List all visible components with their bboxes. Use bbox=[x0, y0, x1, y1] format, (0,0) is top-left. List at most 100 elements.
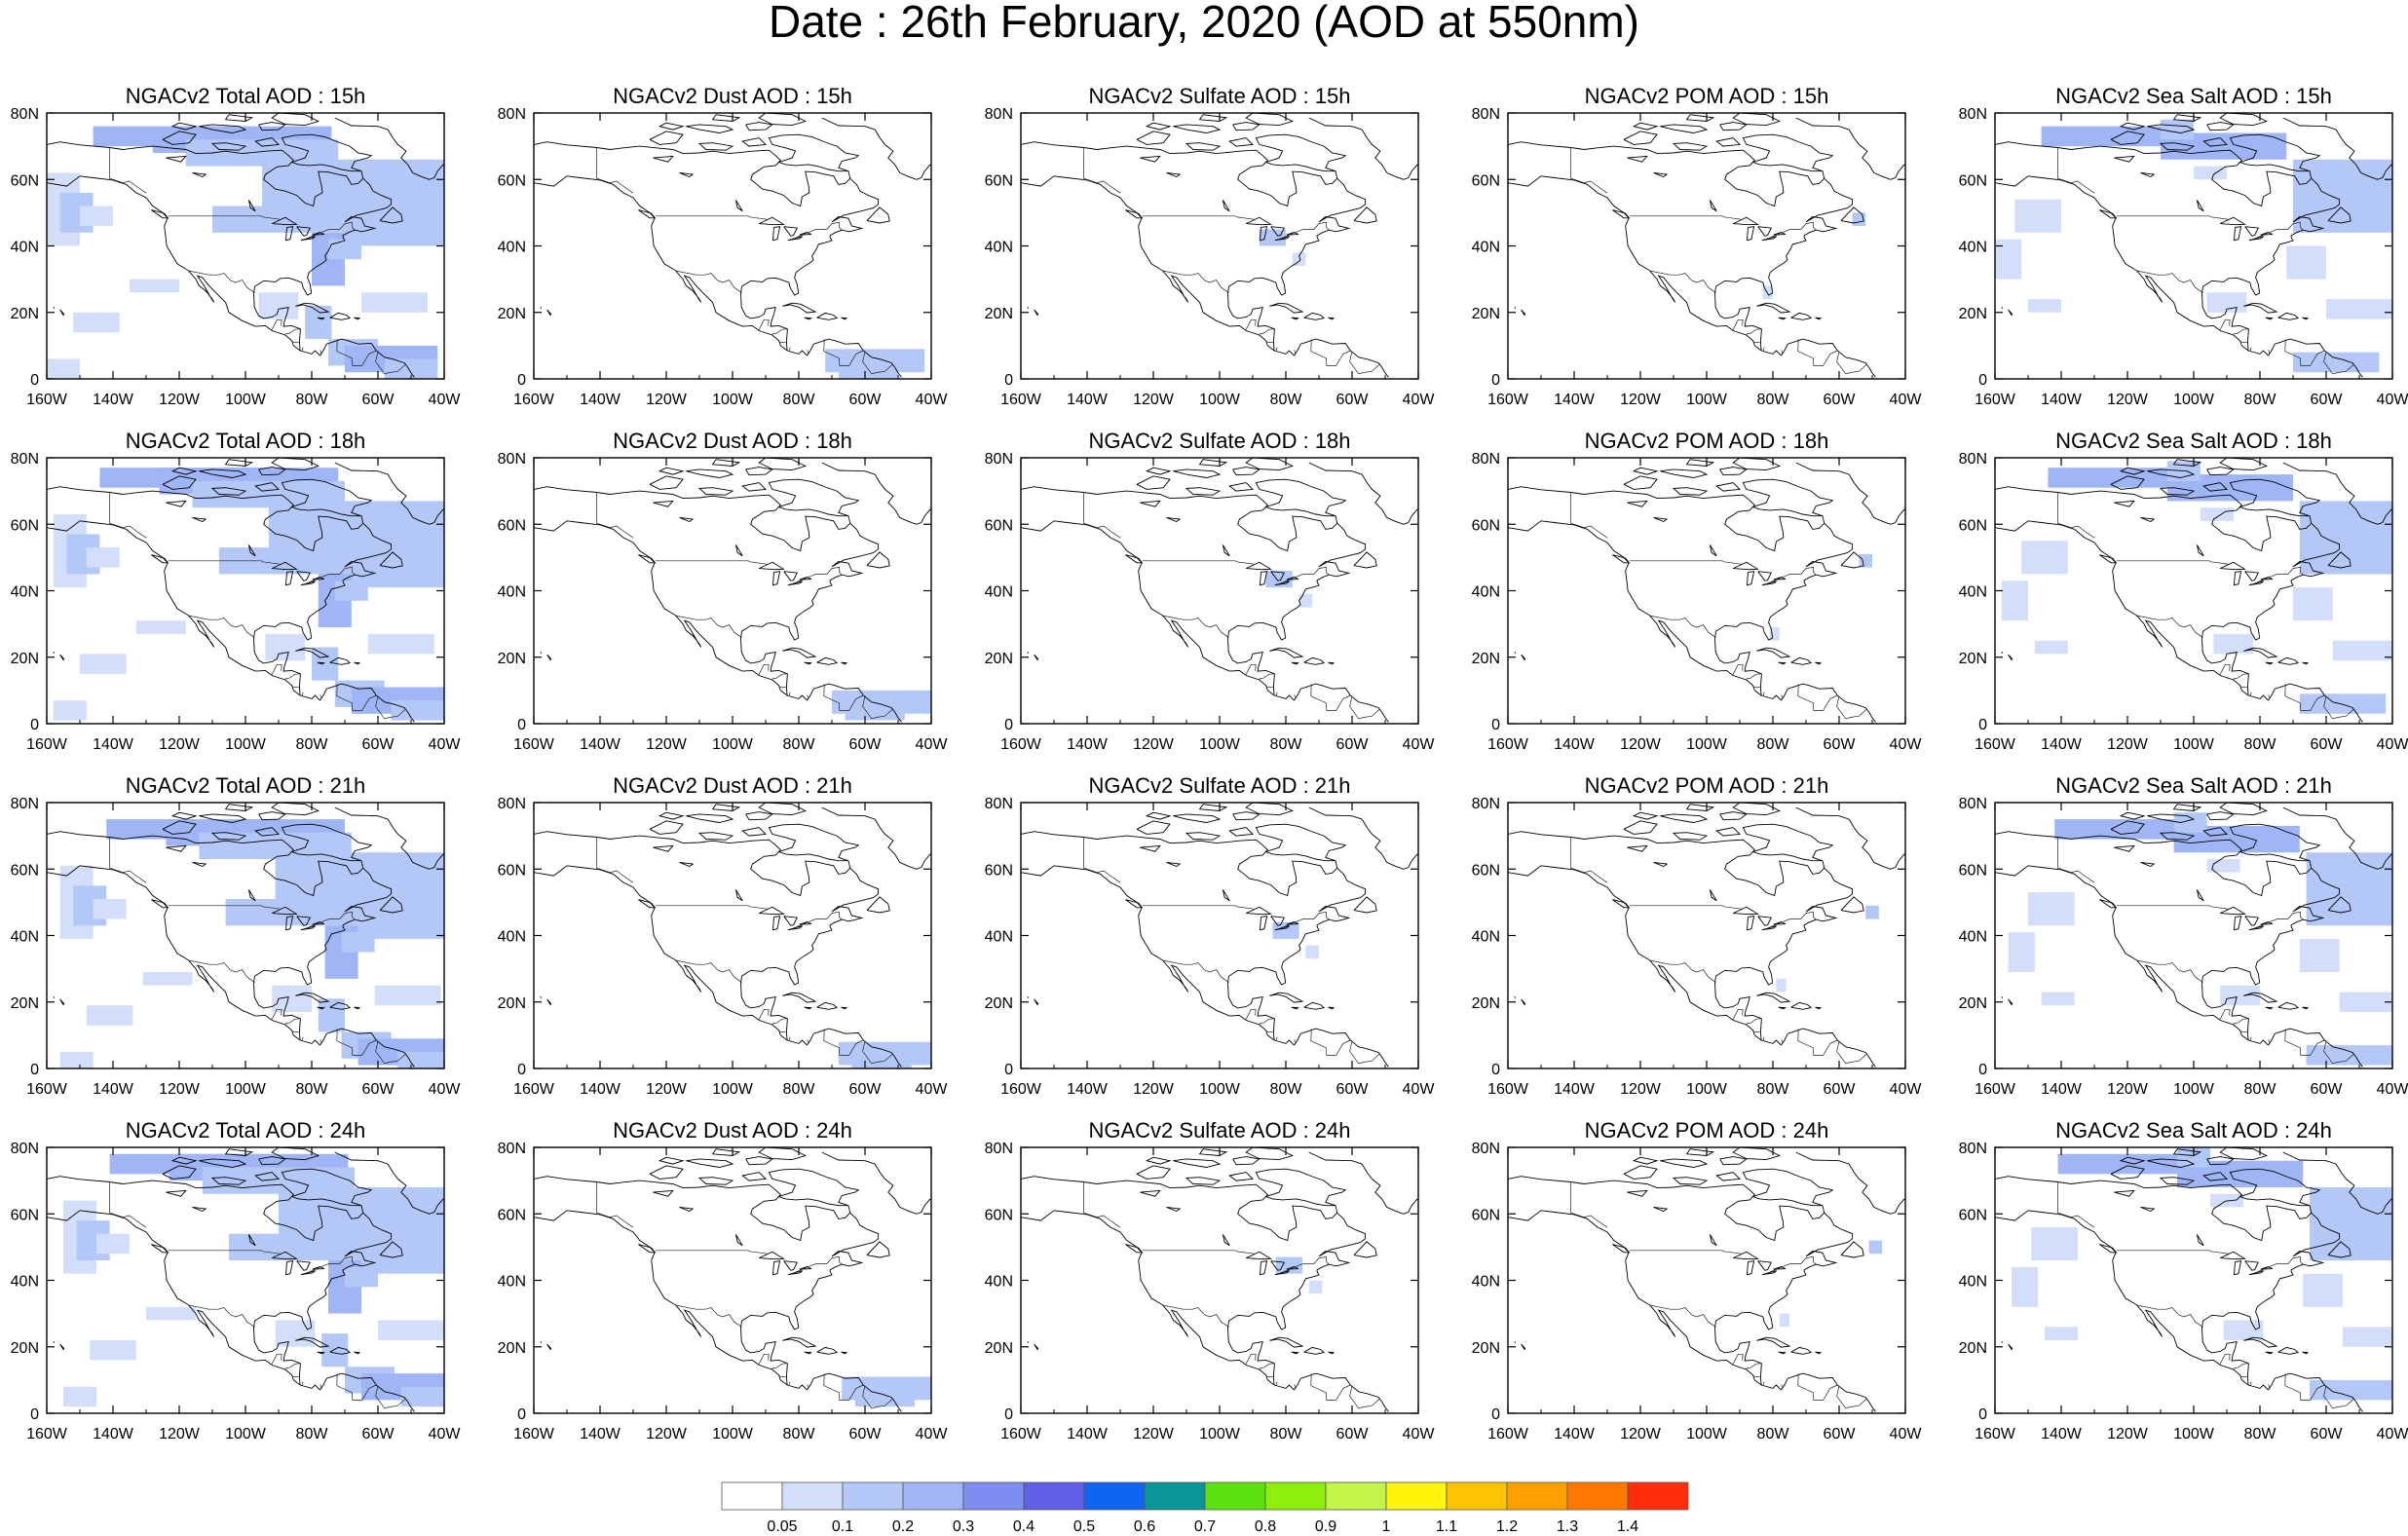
border-line bbox=[807, 1384, 809, 1388]
lake-outline bbox=[1260, 226, 1268, 242]
border-line bbox=[1310, 1029, 1351, 1056]
coast-line bbox=[638, 554, 657, 564]
colorbar-swatch bbox=[781, 1481, 844, 1511]
coast-line bbox=[741, 137, 767, 147]
aod-cell bbox=[391, 700, 444, 721]
aod-cell bbox=[854, 1393, 915, 1407]
coast-line bbox=[2282, 117, 2392, 180]
border-line bbox=[2057, 1181, 2095, 1228]
coast-line bbox=[1719, 122, 1748, 131]
colorbar-label: 1.2 bbox=[1496, 1518, 1518, 1535]
y-tick-label: 20N bbox=[985, 995, 1013, 1012]
lake-outline bbox=[1709, 1234, 1717, 1247]
coast-line bbox=[162, 131, 197, 145]
x-tick-label: 140W bbox=[1067, 1426, 1109, 1442]
coast-line bbox=[354, 317, 361, 320]
map-panel: NGACv2 Total AOD : 24h 160W 140W 120W 100W 80… bbox=[11, 1120, 462, 1443]
border-line bbox=[301, 347, 304, 352]
aod-cell bbox=[341, 932, 375, 953]
borders bbox=[1083, 837, 1380, 1065]
map-plot: 160W 140W 120W 100W 80W 60W 40W 0 20N 40N 60N 80N bbox=[985, 796, 1436, 1098]
y-tick-label: 60N bbox=[498, 862, 526, 879]
coast-line bbox=[1815, 1351, 1823, 1355]
coast-line bbox=[2265, 317, 2274, 320]
x-tick-label: 120W bbox=[646, 392, 688, 408]
lake-outline bbox=[1653, 861, 1669, 868]
border-line bbox=[1797, 684, 1838, 711]
border-line bbox=[779, 1375, 787, 1378]
coast-line bbox=[334, 1151, 444, 1215]
y-tick-label: 20N bbox=[498, 1340, 526, 1357]
coast-line bbox=[804, 661, 812, 665]
border-line bbox=[336, 1373, 377, 1401]
coast-line bbox=[162, 475, 197, 490]
coast-line bbox=[782, 302, 817, 314]
coast-line bbox=[53, 307, 56, 309]
border-line bbox=[1745, 673, 1762, 681]
border-line bbox=[1764, 1255, 1817, 1275]
coast-line bbox=[1353, 551, 1377, 569]
coast-line bbox=[1719, 811, 1748, 821]
panel-title: NGACv2 Sulfate AOD : 24h bbox=[1088, 1118, 1351, 1143]
map-plot: 160W 140W 120W 100W 80W 60W 40W 0 20N 40N 60N 80N bbox=[1959, 1141, 2408, 1442]
coast-line bbox=[1232, 1156, 1260, 1166]
colorbar-swatch bbox=[1144, 1481, 1206, 1511]
lake-outline bbox=[772, 571, 781, 586]
coast-line bbox=[151, 554, 169, 564]
coast-line bbox=[1232, 122, 1260, 131]
border-line bbox=[807, 350, 809, 354]
coast-line bbox=[2057, 835, 2341, 1041]
y-tick-label: 40N bbox=[498, 240, 526, 256]
border-line bbox=[1258, 673, 1275, 681]
coast-line bbox=[2147, 813, 2196, 823]
border-line bbox=[375, 351, 406, 375]
coast-line bbox=[379, 551, 403, 569]
lake-outline bbox=[1140, 500, 1161, 507]
border-line bbox=[1258, 1018, 1275, 1026]
coast-line bbox=[1521, 998, 1526, 1006]
lake-outline bbox=[679, 861, 695, 868]
x-tick-label: 160W bbox=[26, 1426, 68, 1442]
border-line bbox=[1836, 351, 1867, 375]
x-tick-label: 60W bbox=[362, 1081, 395, 1098]
border-line bbox=[788, 1036, 791, 1041]
x-tick-label: 60W bbox=[2311, 392, 2344, 408]
coast-line bbox=[1508, 141, 1571, 148]
coast-line bbox=[1756, 992, 1791, 1003]
coast-line bbox=[2268, 338, 2363, 378]
coast-line bbox=[1790, 312, 1813, 320]
map-plot: 160W 140W 120W 100W 80W 60W 40W 0 20N 40N 60N 80N bbox=[498, 796, 949, 1098]
map-panel: NGACv2 Sea Salt AOD : 15h 160W 140W 120W 100… bbox=[1959, 86, 2408, 409]
colorbar-label: 1.1 bbox=[1436, 1518, 1457, 1535]
border-line bbox=[2136, 959, 2203, 983]
aod-cell bbox=[2034, 640, 2068, 655]
coast-line bbox=[1136, 131, 1171, 145]
y-tick-label: 60N bbox=[1959, 517, 1987, 534]
coast-line bbox=[317, 1006, 325, 1010]
coast-line bbox=[2268, 1372, 2363, 1412]
border-line bbox=[2323, 1385, 2354, 1409]
borders bbox=[109, 1181, 406, 1409]
aod-cell bbox=[2286, 245, 2326, 280]
coast-line bbox=[2172, 114, 2202, 122]
border-line bbox=[862, 351, 893, 375]
x-tick-label: 100W bbox=[1199, 392, 1241, 408]
y-tick-label: 40N bbox=[1472, 584, 1500, 601]
aod-cell bbox=[321, 1333, 349, 1367]
coast-line bbox=[2159, 832, 2196, 841]
coast-line bbox=[47, 865, 320, 1046]
x-tick-label: 120W bbox=[2107, 736, 2149, 753]
border-line bbox=[675, 270, 742, 293]
coast-line bbox=[329, 1001, 352, 1010]
coast-line bbox=[1742, 823, 1834, 869]
map-plot: 160W 140W 120W 100W 80W 60W 40W 0 20N 40N 60N 80N bbox=[1959, 451, 2408, 753]
coast-line bbox=[1245, 1147, 1295, 1161]
aod-cell bbox=[1865, 905, 1879, 919]
x-tick-label: 160W bbox=[26, 392, 68, 408]
border-line bbox=[1732, 1353, 1744, 1366]
border-line bbox=[1245, 663, 1257, 676]
coast-line bbox=[1291, 1351, 1299, 1355]
coast-line bbox=[841, 1351, 848, 1355]
x-tick-label: 100W bbox=[712, 392, 754, 408]
x-tick-label: 60W bbox=[849, 1081, 883, 1098]
